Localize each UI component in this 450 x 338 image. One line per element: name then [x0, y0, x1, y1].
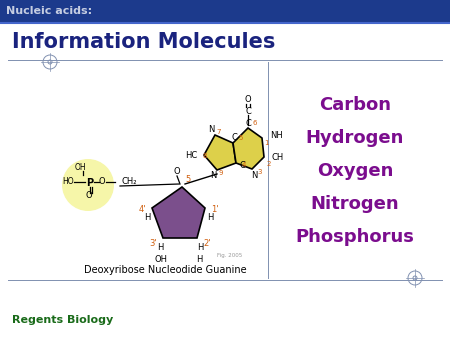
Text: Regents Biology: Regents Biology	[12, 315, 113, 325]
Polygon shape	[152, 187, 205, 238]
Text: CH: CH	[272, 152, 284, 162]
Text: 5: 5	[239, 135, 243, 141]
Text: 3: 3	[258, 169, 262, 175]
Text: HC: HC	[185, 150, 197, 160]
Circle shape	[62, 159, 114, 211]
Text: O: O	[99, 177, 105, 187]
Text: 5: 5	[185, 174, 191, 184]
Text: H: H	[144, 214, 150, 222]
Text: Oxygen: Oxygen	[317, 162, 393, 180]
Text: C: C	[231, 134, 237, 143]
Text: 4': 4'	[138, 206, 146, 215]
Text: OH: OH	[74, 164, 86, 172]
Polygon shape	[204, 135, 236, 170]
Text: OH: OH	[154, 256, 167, 265]
Text: NH: NH	[270, 131, 283, 141]
Text: O: O	[86, 192, 92, 200]
Text: C: C	[245, 119, 251, 127]
Text: C: C	[239, 161, 245, 169]
Text: Fig. 2005: Fig. 2005	[217, 252, 243, 258]
Text: 4: 4	[242, 162, 246, 168]
Text: 1': 1'	[211, 206, 219, 215]
Text: Information Molecules: Information Molecules	[12, 32, 275, 52]
Text: Phosphorus: Phosphorus	[296, 228, 414, 246]
Text: N: N	[208, 125, 214, 135]
Text: 3': 3'	[149, 239, 157, 247]
Text: H: H	[196, 256, 202, 265]
Text: O: O	[174, 168, 180, 176]
Text: 8: 8	[203, 153, 207, 159]
Text: Nitrogen: Nitrogen	[310, 195, 399, 213]
Text: 7: 7	[217, 129, 221, 135]
Text: Hydrogen: Hydrogen	[306, 129, 404, 147]
Text: 2: 2	[267, 161, 271, 167]
Text: N: N	[210, 170, 216, 179]
Text: 1: 1	[264, 140, 268, 146]
Text: Nucleic acids:: Nucleic acids:	[6, 6, 92, 16]
Text: CH₂: CH₂	[122, 177, 138, 187]
Text: Deoxyribose Nucleodide Guanine: Deoxyribose Nucleodide Guanine	[84, 265, 246, 275]
Text: C: C	[245, 106, 251, 116]
Polygon shape	[233, 128, 264, 169]
Text: P: P	[86, 178, 94, 188]
Text: O: O	[245, 96, 251, 104]
Text: H: H	[207, 214, 213, 222]
Text: 6: 6	[253, 120, 257, 126]
Bar	[0, 0, 450, 22]
Text: 2': 2'	[203, 239, 211, 247]
Text: Carbon: Carbon	[319, 96, 391, 114]
Text: HO: HO	[62, 177, 74, 187]
Text: H: H	[197, 243, 203, 252]
Text: N: N	[251, 170, 257, 179]
Text: 9: 9	[219, 170, 223, 176]
Text: H: H	[157, 243, 163, 252]
